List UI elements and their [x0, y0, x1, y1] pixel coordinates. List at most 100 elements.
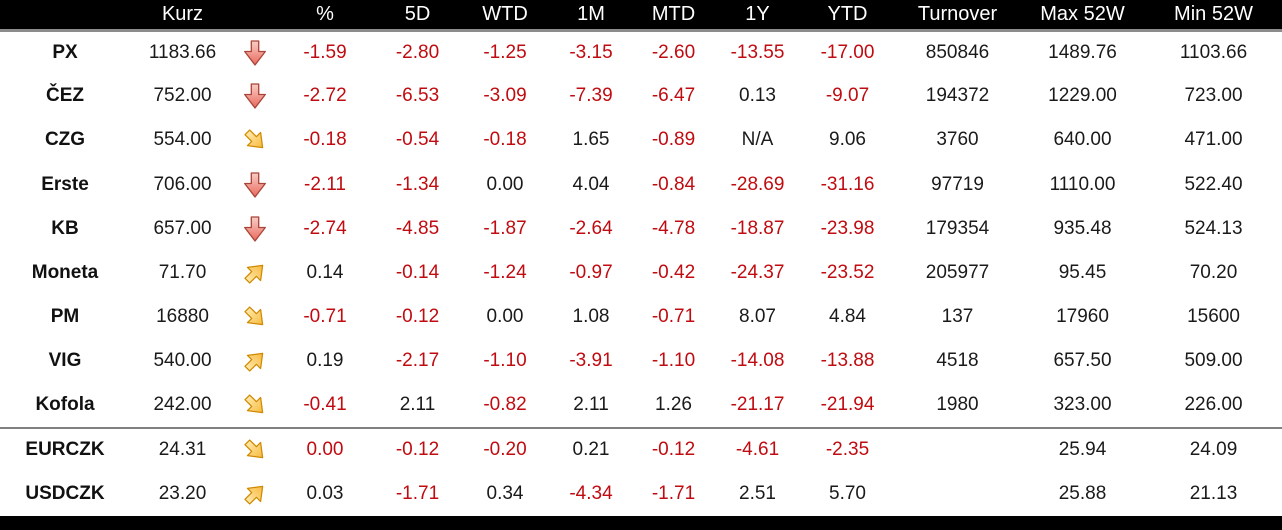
cell-turnover: 205977: [925, 261, 990, 283]
cell-wtd: -1.87: [483, 217, 527, 239]
table-row-usdczk: USDCZK 23.20 0.03 -1.71 0.34 -4.34 -1.71 2.51 5…: [0, 472, 1282, 516]
ticker-name: PX: [52, 41, 78, 63]
cell-pct: -2.74: [303, 217, 347, 239]
cell-mtd: -0.89: [651, 129, 696, 151]
column-header-wtd: WTD: [460, 0, 550, 32]
cell-min52w: 15600: [1187, 306, 1240, 328]
cell-mtd: -1.71: [651, 482, 696, 504]
cell-kurz: 71.70: [158, 261, 207, 283]
cell-turnover: 179354: [925, 217, 990, 239]
column-header-pct: %: [275, 0, 375, 32]
cell-turnover: 194372: [925, 85, 990, 107]
cell-pct: -1.59: [303, 41, 347, 63]
cell-mtd: -0.84: [651, 173, 696, 195]
cell-wtd: 0.00: [486, 173, 524, 195]
cell-max52w: 935.48: [1053, 217, 1112, 239]
column-header-name: [0, 0, 130, 32]
trend-arrow-cell: [235, 30, 275, 74]
ticker-name: KB: [51, 217, 79, 239]
cell-y1: N/A: [741, 129, 774, 151]
up-right-arrow-icon: [244, 353, 264, 372]
ticker-name: VIG: [48, 350, 82, 372]
cell-min52w: 723.00: [1184, 85, 1243, 107]
cell-ytd: -23.52: [820, 261, 875, 283]
column-header-kurz: Kurz: [130, 0, 235, 32]
cell-mtd: -0.42: [651, 261, 696, 283]
ticker-name: ČEZ: [46, 85, 84, 107]
up-right-arrow-icon: [244, 264, 264, 284]
cell-pct: 0.19: [306, 350, 344, 372]
cell-m1: -4.34: [569, 482, 613, 504]
cell-mtd: -0.71: [651, 306, 696, 328]
trend-arrow-cell: [235, 207, 275, 251]
table-row-eurczk: EURCZK 24.31 0.00 -0.12 -0.20 0.21 -0.12 -4.61…: [0, 426, 1282, 472]
cell-pct: -2.72: [303, 85, 347, 107]
cell-kurz: 1183.66: [148, 41, 217, 63]
cell-wtd: 0.00: [486, 306, 524, 328]
cell-turnover: [895, 472, 1020, 516]
cell-d5: -2.80: [395, 41, 440, 63]
cell-y1: 8.07: [739, 306, 776, 328]
cell-d5: -1.71: [395, 482, 440, 504]
cell-max52w: 25.88: [1058, 482, 1107, 504]
cell-min52w: 70.20: [1189, 261, 1238, 283]
cell-kurz: 706.00: [153, 173, 212, 195]
cell-y1: 2.51: [739, 482, 776, 504]
trend-arrow-cell: [235, 163, 275, 207]
cell-d5: -0.54: [395, 129, 440, 151]
bottom-border-bar: [0, 516, 1282, 530]
cell-max52w: 25.94: [1020, 426, 1145, 472]
cell-min52w: 1103.66: [1179, 41, 1248, 63]
cell-y1: -13.55: [730, 41, 785, 63]
cell-kurz: 242.00: [153, 393, 212, 415]
cell-max52w: 640.00: [1053, 129, 1112, 151]
ticker-name: CZG: [44, 129, 86, 151]
ticker-name: USDCZK: [25, 482, 105, 504]
cell-turnover: 850846: [925, 41, 990, 63]
cell-y1: -4.61: [715, 426, 800, 472]
cell-m1: -0.97: [569, 261, 613, 283]
cell-max52w: 95.45: [1058, 261, 1107, 283]
table-row-kofola: Kofola 242.00 -0.41 2.11 -0.82 2.11 1.26 -21.1…: [0, 383, 1282, 427]
cell-ytd: -23.98: [820, 217, 875, 239]
cell-min52w: 522.40: [1184, 173, 1243, 195]
ticker-name: PM: [50, 306, 80, 328]
quotes-table: Kurz% 5D WTD 1M MTD 1Y YTD Turnover Max 52W Min 5…: [0, 0, 1282, 516]
cell-y1: -28.69: [730, 173, 785, 195]
down-arrow-icon: [244, 216, 266, 242]
down-arrow-icon: [244, 40, 266, 66]
cell-min52w: 226.00: [1184, 393, 1243, 415]
cell-ytd: -17.00: [820, 41, 875, 63]
down-right-arrow-icon: [244, 306, 264, 326]
down-right-arrow-icon: [244, 394, 264, 414]
ticker-name: Moneta: [31, 261, 99, 283]
cell-d5: 2.11: [399, 393, 436, 415]
trend-arrow-cell: [235, 118, 275, 162]
cell-wtd: -0.18: [483, 129, 527, 151]
cell-kurz: 23.20: [158, 482, 207, 504]
cell-max52w: 1489.76: [1048, 41, 1117, 63]
table-row-vig: VIG 540.00 0.19 -2.17 -1.10 -3.91 -1.10 -14.08…: [0, 339, 1282, 383]
column-header-max52w: Max 52W: [1020, 0, 1145, 32]
cell-d5: -4.85: [395, 217, 440, 239]
cell-turnover: 137: [941, 306, 974, 328]
cell-mtd: -0.12: [632, 426, 715, 472]
cell-turnover: [895, 426, 1020, 472]
column-header-turnover: Turnover: [895, 0, 1020, 32]
cell-ytd: -21.94: [820, 393, 875, 415]
cell-pct: 0.00: [275, 426, 375, 472]
cell-min52w: 24.09: [1145, 426, 1282, 472]
cell-d5: -0.12: [375, 426, 460, 472]
cell-turnover: 1980: [936, 393, 979, 415]
column-header-min52w: Min 52W: [1145, 0, 1282, 32]
table-row-pm: PM 16880 -0.71 -0.12 0.00 1.08 -0.71 8.07 4.84 1…: [0, 295, 1282, 339]
cell-pct: -0.41: [303, 393, 347, 415]
cell-min52w: 471.00: [1184, 129, 1243, 151]
cell-d5: -2.17: [395, 350, 440, 372]
cell-min52w: 524.13: [1184, 217, 1243, 239]
cell-pct: -0.18: [303, 129, 347, 151]
trend-arrow-cell: [235, 251, 275, 295]
cell-pct: 0.14: [306, 261, 344, 283]
cell-pct: 0.03: [306, 482, 344, 504]
